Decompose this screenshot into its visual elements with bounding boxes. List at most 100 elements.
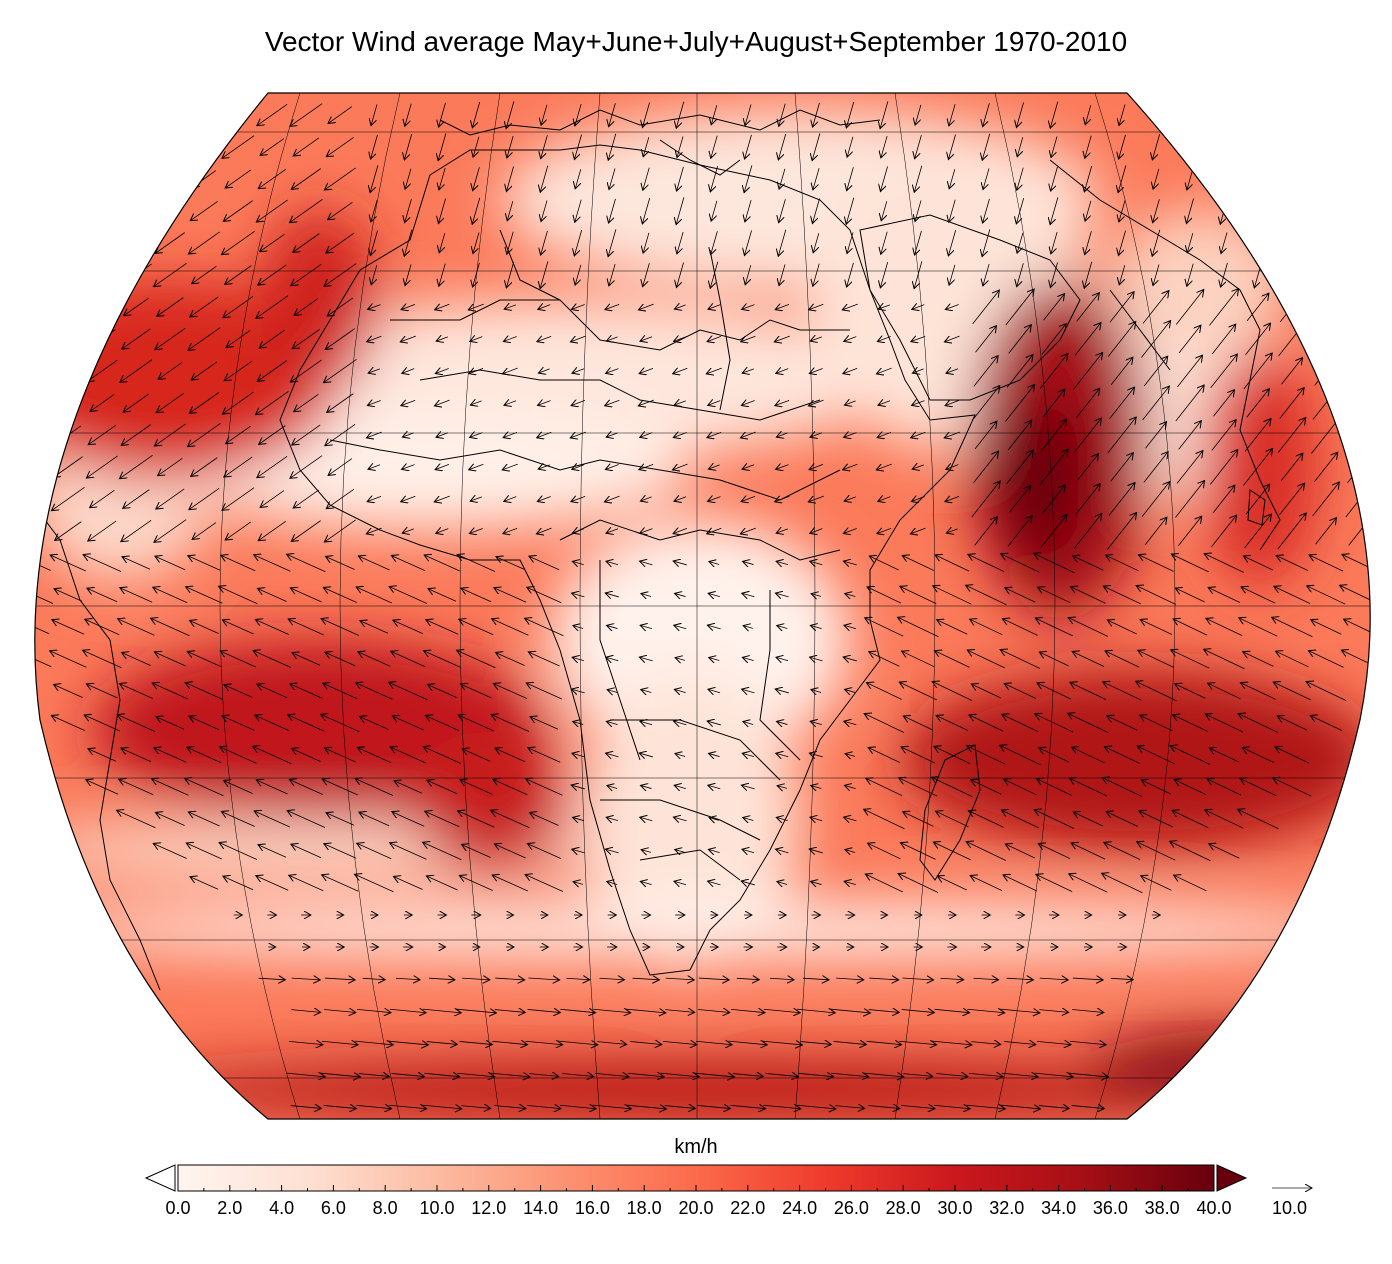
wind-vector-arrow: [404, 229, 413, 256]
wind-vector-arrow: [844, 721, 857, 725]
wind-vector-arrow: [0, 489, 15, 510]
wind-vector-arrow: [846, 102, 855, 128]
wind-vector-arrow: [391, 651, 426, 668]
wind-vector-arrow: [122, 328, 151, 349]
wind-vector-arrow: [975, 326, 997, 353]
wind-vector-arrow: [864, 1073, 904, 1077]
wind-vector-arrow: [843, 368, 858, 373]
wind-vector-arrow: [50, 651, 87, 668]
wind-vector-arrow: [606, 433, 618, 437]
wind-vector-arrow: [765, 1073, 799, 1076]
wind-vector-arrow: [324, 748, 356, 763]
wind-vector-arrow: [223, 200, 253, 222]
wind-vector-arrow: [572, 561, 584, 564]
wind-vector-arrow: [845, 850, 856, 853]
wind-vector-arrow: [967, 650, 1005, 669]
wind-vector-arrow: [286, 1073, 326, 1077]
wind-vector-arrow: [496, 557, 525, 570]
wind-vector-arrow: [1276, 651, 1309, 668]
wind-vector-arrow: [866, 683, 902, 700]
wind-vector-arrow: [87, 588, 118, 603]
wind-vector-arrow: [1077, 454, 1099, 481]
wind-vector-arrow: [470, 401, 482, 405]
wind-vector-arrow: [221, 231, 255, 254]
wind-vector-arrow: [503, 432, 518, 437]
wind-vector-arrow: [120, 588, 153, 603]
wind-vector-arrow: [742, 465, 755, 470]
wind-vector-arrow: [537, 432, 552, 438]
wind-vector-arrow: [1006, 978, 1034, 980]
wind-vector-arrow: [402, 465, 415, 470]
wind-vector-arrow: [809, 464, 824, 469]
wind-vector-arrow: [865, 874, 903, 893]
wind-vector-arrow: [736, 978, 759, 979]
wind-vector-arrow: [973, 451, 998, 484]
wind-vector-arrow: [741, 336, 756, 342]
wind-vector-arrow: [323, 683, 358, 700]
wind-vector-arrow: [461, 844, 491, 858]
wind-vector-arrow: [642, 198, 651, 224]
wind-vector-arrow: [609, 198, 616, 223]
wind-vector-arrow: [540, 165, 549, 192]
wind-vector-arrow: [257, 684, 288, 699]
wind-vector-arrow: [368, 369, 380, 373]
wind-vector-arrow: [674, 305, 686, 309]
wind-vector-arrow: [813, 233, 820, 253]
wind-vector-arrow: [911, 432, 926, 438]
wind-vector-arrow: [574, 230, 583, 256]
wind-vector-arrow: [290, 359, 322, 382]
wind-vector-arrow: [745, 199, 752, 222]
wind-vector-arrow: [324, 519, 356, 542]
wind-vector-arrow: [504, 305, 516, 309]
wind-vector-arrow: [1073, 812, 1103, 827]
wind-vector-arrow: [810, 657, 823, 661]
wind-vector-arrow: [1085, 200, 1092, 221]
wind-vector-arrow: [707, 432, 722, 437]
wind-vector-arrow: [775, 400, 790, 405]
wind-vector-arrow: [1255, 231, 1262, 255]
wind-vector-arrow: [1277, 513, 1306, 550]
wind-vector-arrow: [869, 652, 900, 667]
wind-vector-arrow: [809, 304, 824, 310]
wind-vector-arrow: [1177, 355, 1202, 388]
wind-vector-arrow: [294, 393, 319, 411]
wind-vector-arrow: [936, 811, 969, 828]
wind-vector-arrow: [426, 620, 459, 635]
wind-vector-arrow: [769, 978, 794, 980]
wind-vector-arrow: [469, 464, 484, 470]
wind-vector-arrow: [468, 303, 484, 310]
wind-vector-arrow: [439, 167, 446, 190]
wind-vector-arrow: [1279, 388, 1304, 419]
wind-vector-arrow: [572, 465, 585, 470]
wind-vector-arrow: [291, 520, 321, 542]
wind-vector-arrow: [674, 721, 687, 725]
wind-vector-arrow: [255, 391, 289, 414]
wind-vector-arrow: [708, 881, 721, 885]
wind-vector-arrow: [1144, 517, 1167, 546]
wind-vector-arrow: [776, 849, 789, 853]
wind-vector-arrow: [968, 1073, 1003, 1076]
wind-vector-arrow: [864, 809, 905, 830]
wind-vector-arrow: [34, 391, 50, 415]
wind-vector-arrow: [948, 134, 956, 160]
wind-vector-arrow: [1243, 353, 1272, 390]
wind-vector-arrow: [462, 978, 490, 980]
wind-vector-arrow: [439, 263, 446, 287]
wind-vector-arrow: [328, 106, 353, 124]
wind-vector-arrow: [325, 652, 356, 667]
wind-vector-arrow: [1347, 451, 1371, 484]
wind-vector-arrow: [915, 104, 922, 125]
wind-vector-arrow: [1051, 166, 1058, 191]
wind-vector-arrow: [1036, 1041, 1071, 1044]
wind-vector-arrow: [253, 650, 292, 668]
wind-vector-arrow: [763, 1105, 800, 1109]
wind-vector-arrow: [673, 368, 688, 374]
wind-vector-arrow: [152, 779, 189, 796]
wind-vector-arrow: [1103, 682, 1142, 701]
wind-vector-arrow: [527, 1009, 561, 1012]
wind-vector-arrow: [356, 587, 392, 604]
wind-vector-arrow: [367, 336, 382, 342]
wind-vector-arrow: [1241, 587, 1276, 604]
wind-vector-arrow: [119, 779, 154, 796]
wind-vector-arrow: [1119, 199, 1126, 222]
